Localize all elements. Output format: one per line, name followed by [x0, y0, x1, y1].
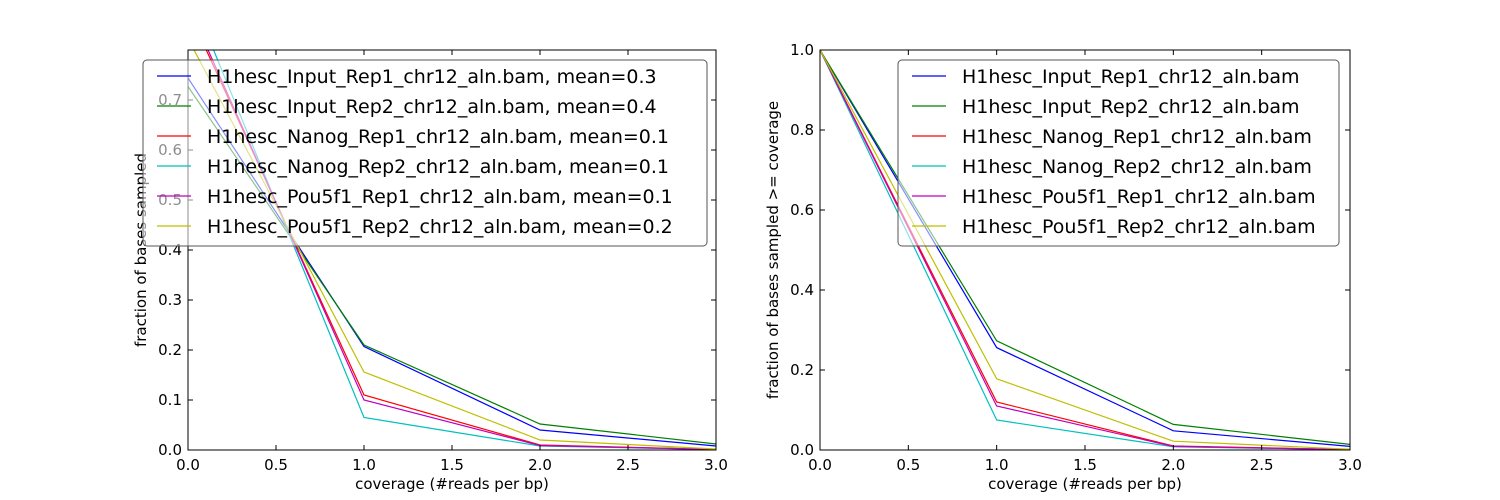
y-tick-label: 1.0: [790, 41, 814, 59]
x-tick-label: 2.5: [616, 456, 640, 474]
x-tick-label: 1.0: [352, 456, 376, 474]
x-tick-label: 3.0: [1338, 456, 1362, 474]
legend-entry-6: H1hesc_Pou5f1_Rep2_chr12_aln.bam: [962, 216, 1316, 238]
x-tick-label: 0.0: [176, 456, 200, 474]
y-tick-label: 0.0: [158, 441, 182, 459]
legend: H1hesc_Input_Rep1_chr12_aln.bam, mean=0.…: [142, 59, 708, 247]
y-tick-label: 0.4: [790, 281, 814, 299]
legend-entry-3: H1hesc_Nanog_Rep1_chr12_aln.bam, mean=0.…: [207, 126, 669, 148]
legend-entry-4: H1hesc_Nanog_Rep2_chr12_aln.bam: [962, 156, 1312, 178]
chart-1: 0.00.51.01.52.02.53.00.00.10.20.30.40.50…: [132, 49, 728, 493]
legend-entry-3: H1hesc_Nanog_Rep1_chr12_aln.bam: [962, 126, 1312, 148]
y-tick-label: 0.0: [790, 441, 814, 459]
legend-entry-1: H1hesc_Input_Rep1_chr12_aln.bam, mean=0.…: [207, 66, 657, 88]
charts-root: 0.0 0.5 1.0 1.5 2.0 2.5 3.0 0.0 0.1 0.2 0.3 0.4 0.5 0…: [132, 41, 1362, 493]
legend-box: [897, 59, 1340, 247]
x-tick-label: 0.5: [264, 456, 288, 474]
y-tick-label: 0.8: [790, 121, 814, 139]
legend-entry-5: H1hesc_Pou5f1_Rep1_chr12_aln.bam: [962, 186, 1316, 208]
legend-box: [142, 59, 708, 247]
x-tick-label: 1.0: [985, 456, 1009, 474]
x-axis-label: coverage (#reads per bp): [988, 475, 1182, 493]
y-axis-label: fraction of bases sampled >= coverage: [764, 101, 782, 399]
y-tick-label: 0.3: [158, 291, 182, 309]
x-tick-label: 0.0: [808, 456, 832, 474]
x-axis-label: coverage (#reads per bp): [355, 475, 549, 493]
x-tick-label: 3.0: [704, 456, 728, 474]
x-tick-label: 2.5: [1250, 456, 1274, 474]
x-tick-label: 2.0: [1161, 456, 1185, 474]
y-tick-label: 0.1: [158, 391, 182, 409]
legend: H1hesc_Input_Rep1_chr12_aln.bam H1hesc_In…: [897, 59, 1340, 247]
y-tick-label: 0.2: [790, 361, 814, 379]
legend-entry-5: H1hesc_Pou5f1_Rep1_chr12_aln.bam, mean=0…: [207, 186, 673, 208]
legend-entry-2: H1hesc_Input_Rep2_chr12_aln.bam, mean=0.…: [207, 96, 657, 118]
legend-entry-6: H1hesc_Pou5f1_Rep2_chr12_aln.bam, mean=0…: [207, 216, 673, 238]
legend-entry-4: H1hesc_Nanog_Rep2_chr12_aln.bam, mean=0.…: [207, 156, 669, 178]
x-tick-label: 0.5: [896, 456, 920, 474]
x-tick-label: 2.0: [528, 456, 552, 474]
chart-2: 0.0 0.5 1.0 1.5 2.0 2.5 3.00.00.20.40.60.81.0c…: [764, 41, 1362, 493]
x-tick-label: 1.5: [440, 456, 464, 474]
y-tick-label: 0.2: [158, 341, 182, 359]
x-tick-label: 1.5: [1073, 456, 1097, 474]
legend-entry-1: H1hesc_Input_Rep1_chr12_aln.bam: [962, 66, 1300, 88]
legend-entry-2: H1hesc_Input_Rep2_chr12_aln.bam: [962, 96, 1300, 118]
y-tick-label: 0.6: [790, 201, 814, 219]
